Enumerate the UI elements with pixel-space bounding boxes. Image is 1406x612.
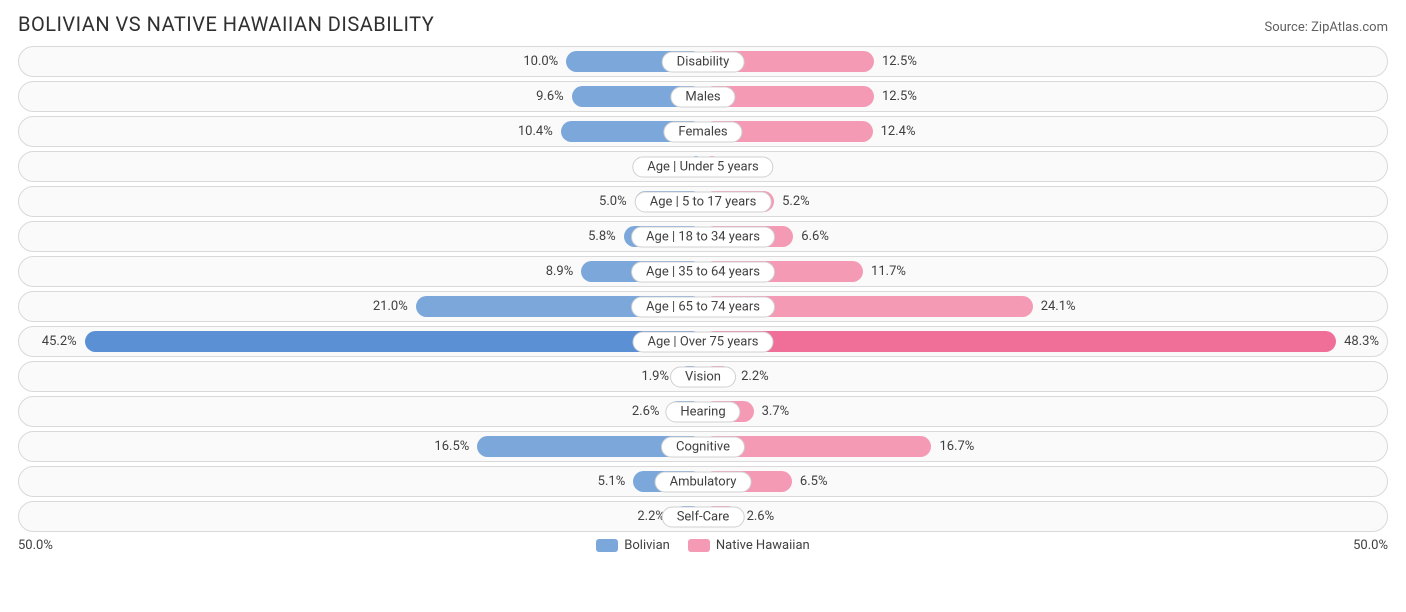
- row-category-label: Age | 5 to 17 years: [635, 191, 772, 212]
- chart-row: 21.0% 24.1% Age | 65 to 74 years: [18, 291, 1388, 322]
- chart-row: 45.2% 48.3% Age | Over 75 years: [18, 326, 1388, 357]
- chart-row: 9.6% 12.5% Males: [18, 81, 1388, 112]
- row-left-half: 10.4%: [19, 117, 703, 146]
- row-right-half: 24.1%: [703, 292, 1387, 321]
- row-left-half: 21.0%: [19, 292, 703, 321]
- right-value: 6.5%: [792, 474, 836, 489]
- chart-row: 5.1% 6.5% Ambulatory: [18, 466, 1388, 497]
- row-left-half: 2.2%: [19, 502, 703, 531]
- row-category-label: Disability: [662, 51, 745, 72]
- right-value: 3.7%: [754, 404, 798, 419]
- row-right-half: 48.3%: [703, 327, 1387, 356]
- chart-row: 1.0%1.3%Age | Under 5 years: [18, 151, 1388, 182]
- left-value: 2.6%: [624, 404, 668, 419]
- row-category-label: Ambulatory: [655, 471, 752, 492]
- row-left-half: 5.1%: [19, 467, 703, 496]
- chart-footer: 50.0% Bolivian Native Hawaiian 50.0%: [18, 538, 1388, 553]
- row-right-half: 2.6%: [703, 502, 1387, 531]
- row-left-half: 5.8%: [19, 222, 703, 251]
- row-left-half: 8.9%: [19, 257, 703, 286]
- chart-row: 1.9% 2.2%Vision: [18, 361, 1388, 392]
- row-left-half: 1.0%: [19, 152, 703, 181]
- chart-row: 2.2% 2.6%Self-Care: [18, 501, 1388, 532]
- left-value: 8.9%: [538, 264, 582, 279]
- chart-row: 5.0% 5.2%Age | 5 to 17 years: [18, 186, 1388, 217]
- chart-row: 8.9% 11.7% Age | 35 to 64 years: [18, 256, 1388, 287]
- row-category-label: Hearing: [665, 401, 740, 422]
- right-value: 16.7%: [931, 439, 982, 454]
- row-category-label: Age | 35 to 64 years: [631, 261, 775, 282]
- row-right-half: 12.5%: [703, 82, 1387, 111]
- row-category-label: Age | Over 75 years: [633, 331, 774, 352]
- right-bar: [703, 331, 1336, 352]
- row-category-label: Vision: [670, 366, 736, 387]
- source-attribution: Source: ZipAtlas.com: [1264, 20, 1388, 35]
- left-value: 21.0%: [365, 299, 416, 314]
- left-value: 16.5%: [426, 439, 477, 454]
- row-right-half: 11.7%: [703, 257, 1387, 286]
- right-value: 12.5%: [874, 89, 925, 104]
- row-right-half: 12.4%: [703, 117, 1387, 146]
- axis-left-max: 50.0%: [18, 538, 53, 553]
- right-value: 48.3%: [1336, 334, 1387, 349]
- legend-item-left: Bolivian: [596, 538, 670, 553]
- row-category-label: Females: [663, 121, 742, 142]
- row-right-half: 3.7%: [703, 397, 1387, 426]
- row-left-half: 16.5%: [19, 432, 703, 461]
- row-category-label: Age | 18 to 34 years: [631, 226, 775, 247]
- left-value: 9.6%: [528, 89, 572, 104]
- source-name: ZipAtlas.com: [1311, 20, 1388, 35]
- right-value: 6.6%: [793, 229, 837, 244]
- left-value: 5.1%: [590, 474, 634, 489]
- right-value: 12.4%: [873, 124, 924, 139]
- chart-rows: 10.0%12.5%Disability9.6%12.5%Males10.4%1…: [18, 46, 1388, 532]
- left-value: 10.0%: [515, 54, 566, 69]
- right-value: 2.6%: [739, 509, 783, 524]
- chart-row: 2.6% 3.7% Hearing: [18, 396, 1388, 427]
- right-value: 24.1%: [1033, 299, 1084, 314]
- left-value: 5.0%: [591, 194, 635, 209]
- axis-right-max: 50.0%: [1353, 538, 1388, 553]
- row-right-half: 2.2%: [703, 362, 1387, 391]
- row-left-half: 9.6%: [19, 82, 703, 111]
- left-bar: [85, 331, 703, 352]
- row-category-label: Age | Under 5 years: [632, 156, 773, 177]
- chart-header: BOLIVIAN VS NATIVE HAWAIIAN DISABILITY S…: [18, 12, 1388, 36]
- row-category-label: Cognitive: [661, 436, 745, 457]
- left-value: 45.2%: [34, 334, 85, 349]
- right-value: 11.7%: [863, 264, 914, 279]
- source-prefix: Source:: [1264, 20, 1311, 35]
- right-value: 12.5%: [874, 54, 925, 69]
- row-left-half: 2.6%: [19, 397, 703, 426]
- chart-row: 16.5% 16.7% Cognitive: [18, 431, 1388, 462]
- row-category-label: Age | 65 to 74 years: [631, 296, 775, 317]
- right-value: 2.2%: [733, 369, 777, 384]
- legend-swatch-left: [596, 539, 618, 552]
- legend-label-right: Native Hawaiian: [716, 538, 810, 553]
- legend-swatch-right: [688, 539, 710, 552]
- row-left-half: 10.0%: [19, 47, 703, 76]
- legend-item-right: Native Hawaiian: [688, 538, 810, 553]
- legend: Bolivian Native Hawaiian: [596, 538, 809, 553]
- row-right-half: 5.2%: [703, 187, 1387, 216]
- row-category-label: Self-Care: [662, 506, 745, 527]
- chart-row: 5.8% 6.6% Age | 18 to 34 years: [18, 221, 1388, 252]
- row-left-half: 5.0%: [19, 187, 703, 216]
- row-right-half: 6.5%: [703, 467, 1387, 496]
- row-right-half: 1.3%: [703, 152, 1387, 181]
- left-value: 10.4%: [510, 124, 561, 139]
- row-left-half: 45.2%: [19, 327, 703, 356]
- row-category-label: Males: [670, 86, 735, 107]
- chart-row: 10.0% 12.5% Disability: [18, 46, 1388, 77]
- row-right-half: 12.5%: [703, 47, 1387, 76]
- chart-row: 10.4% 12.4% Females: [18, 116, 1388, 147]
- left-value: 5.8%: [580, 229, 624, 244]
- chart-title: BOLIVIAN VS NATIVE HAWAIIAN DISABILITY: [18, 12, 434, 36]
- legend-label-left: Bolivian: [624, 538, 670, 553]
- row-right-half: 6.6%: [703, 222, 1387, 251]
- row-left-half: 1.9%: [19, 362, 703, 391]
- right-value: 5.2%: [774, 194, 818, 209]
- row-right-half: 16.7%: [703, 432, 1387, 461]
